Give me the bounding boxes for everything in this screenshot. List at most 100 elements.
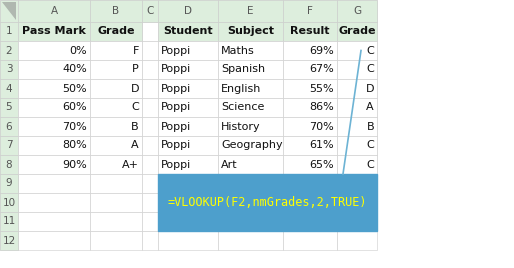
Bar	[18, 212, 90, 231]
Bar	[90, 193, 142, 212]
Bar	[18, 41, 90, 60]
Text: Poppi: Poppi	[161, 102, 191, 113]
Bar	[158, 155, 218, 174]
Text: G: G	[353, 6, 361, 16]
Bar	[283, 155, 337, 174]
Bar	[142, 41, 158, 60]
Text: C: C	[366, 140, 374, 151]
Bar	[337, 117, 377, 136]
Bar	[158, 174, 218, 193]
Bar	[90, 0, 142, 22]
Bar	[158, 117, 218, 136]
Bar	[90, 0, 142, 22]
Text: F: F	[307, 6, 313, 16]
Bar	[337, 0, 377, 22]
Bar	[218, 0, 283, 22]
Text: 86%: 86%	[309, 102, 334, 113]
Text: C: C	[366, 65, 374, 75]
Bar	[18, 136, 90, 155]
Bar	[218, 60, 283, 79]
Text: 4: 4	[6, 84, 12, 94]
Bar	[283, 117, 337, 136]
Text: B: B	[132, 121, 139, 132]
Bar	[0, 41, 18, 60]
Bar	[158, 0, 218, 22]
Bar	[158, 22, 218, 41]
Text: Geography: Geography	[221, 140, 283, 151]
Text: Pass Mark: Pass Mark	[22, 27, 86, 36]
Bar	[337, 79, 377, 98]
Bar	[0, 98, 18, 117]
Bar	[283, 41, 337, 60]
Bar	[18, 79, 90, 98]
Bar	[142, 136, 158, 155]
Bar	[90, 60, 142, 79]
Bar	[90, 136, 142, 155]
Bar	[337, 212, 377, 231]
Bar	[18, 41, 90, 60]
Text: D: D	[184, 6, 192, 16]
Bar	[90, 79, 142, 98]
Bar	[158, 155, 218, 174]
Text: 80%: 80%	[62, 140, 87, 151]
Bar	[218, 60, 283, 79]
Text: C: C	[366, 46, 374, 55]
Bar	[218, 41, 283, 60]
Text: English: English	[221, 84, 262, 94]
Bar	[90, 79, 142, 98]
Bar	[158, 136, 218, 155]
Bar	[158, 41, 218, 60]
Text: Poppi: Poppi	[161, 65, 191, 75]
Text: Maths: Maths	[221, 46, 255, 55]
Bar	[18, 0, 90, 22]
Text: Grade: Grade	[338, 27, 376, 36]
Bar	[90, 136, 142, 155]
Bar	[0, 22, 18, 41]
Bar	[218, 174, 283, 193]
Bar	[18, 79, 90, 98]
Bar	[0, 174, 18, 193]
Text: 9: 9	[6, 178, 12, 188]
Bar	[218, 136, 283, 155]
Text: 65%: 65%	[309, 159, 334, 169]
Bar	[218, 79, 283, 98]
Bar	[0, 79, 18, 98]
Bar	[283, 41, 337, 60]
Bar	[142, 212, 158, 231]
Bar	[158, 41, 218, 60]
Text: Science: Science	[221, 102, 264, 113]
Bar	[337, 193, 377, 212]
Bar	[337, 98, 377, 117]
Bar	[337, 79, 377, 98]
Text: 40%: 40%	[62, 65, 87, 75]
Text: 70%: 70%	[62, 121, 87, 132]
Bar	[337, 0, 377, 22]
Bar	[158, 117, 218, 136]
Bar	[0, 0, 18, 22]
Bar	[0, 212, 18, 231]
Text: 7: 7	[6, 140, 12, 151]
Bar	[142, 117, 158, 136]
Bar	[0, 22, 18, 41]
Text: A: A	[132, 140, 139, 151]
Bar	[283, 98, 337, 117]
Bar	[90, 22, 142, 41]
Text: 1: 1	[6, 27, 12, 36]
Bar	[283, 22, 337, 41]
Bar	[90, 117, 142, 136]
Bar	[0, 41, 18, 60]
Text: Student: Student	[163, 27, 213, 36]
Bar	[18, 155, 90, 174]
Bar	[218, 41, 283, 60]
Bar	[218, 0, 283, 22]
Bar	[218, 98, 283, 117]
Bar	[283, 155, 337, 174]
Bar	[218, 155, 283, 174]
Bar	[283, 117, 337, 136]
Bar	[0, 193, 18, 212]
Text: D: D	[131, 84, 139, 94]
Text: 11: 11	[3, 217, 15, 226]
Text: 8: 8	[6, 159, 12, 169]
Bar	[158, 136, 218, 155]
Text: F: F	[133, 46, 139, 55]
